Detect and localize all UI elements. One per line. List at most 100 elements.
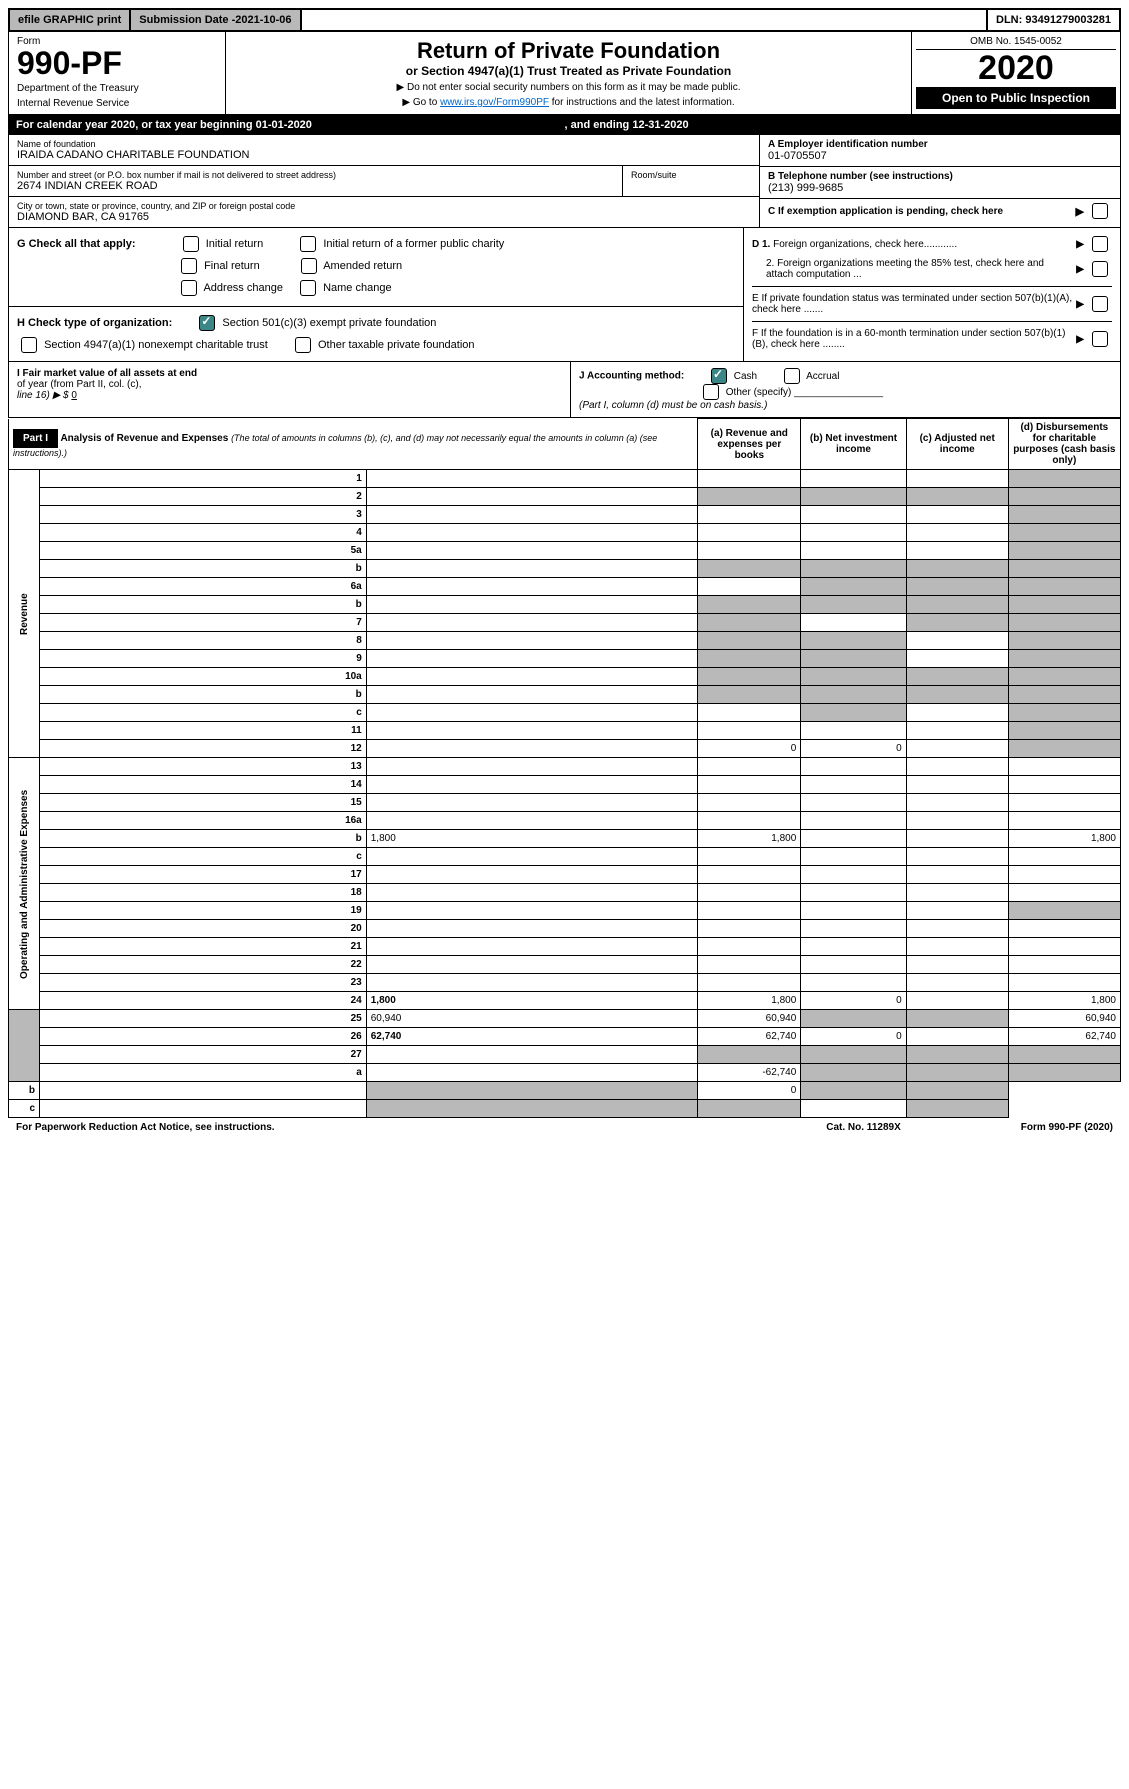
cell-d [1008,974,1120,992]
table-row: Revenue1 [9,470,1121,488]
table-row: Operating and Administrative Expenses13 [9,758,1121,776]
opt-cash: Cash [734,371,757,382]
cell-b [801,686,906,704]
section-g-h: G Check all that apply: Initial return I… [8,228,1121,362]
row-desc [366,902,698,920]
cell-d [1008,794,1120,812]
cell-b [801,596,906,614]
row-desc [366,650,698,668]
row-number: 14 [40,776,367,794]
opt-name-change: Name change [323,282,392,294]
cell-a: 1,800 [698,830,801,848]
cell-c [906,992,1008,1010]
cell-d [906,1100,1008,1118]
row-number: 3 [40,506,367,524]
cell-d [1008,938,1120,956]
row-desc [366,704,698,722]
cell-d [1008,776,1120,794]
chk-cash[interactable] [711,368,727,384]
cell-c [906,866,1008,884]
row-desc: 62,740 [366,1028,698,1046]
chk-name-change[interactable] [300,280,316,296]
room-label: Room/suite [631,170,751,180]
cell-c [906,776,1008,794]
chk-accrual[interactable] [784,368,800,384]
instr-2-pre: ▶ Go to [402,97,440,108]
row-number: 10a [40,668,367,686]
chk-other-method[interactable] [703,384,719,400]
city-value: DIAMOND BAR, CA 91765 [17,211,751,223]
cell-b [801,704,906,722]
row-desc [366,1064,698,1082]
cell-c [906,650,1008,668]
table-row: 3 [9,506,1121,524]
table-row: 11 [9,722,1121,740]
cell-a [698,506,801,524]
row-number: 19 [40,902,367,920]
chk-501c3[interactable] [199,315,215,331]
caly-end: , and ending 12-31-2020 [565,119,1114,131]
row-number: a [40,1064,367,1082]
table-row: 14 [9,776,1121,794]
chk-initial-return[interactable] [183,236,199,252]
row-number: 5a [40,542,367,560]
cell-b [801,920,906,938]
efile-label[interactable]: efile GRAPHIC print [10,10,131,30]
cell-d [1008,884,1120,902]
paperwork-notice: For Paperwork Reduction Act Notice, see … [16,1122,826,1133]
fmv-value: 0 [71,390,177,401]
cell-b [801,884,906,902]
chk-final-return[interactable] [181,258,197,274]
name-label: Name of foundation [17,139,751,149]
chk-f[interactable] [1092,331,1108,347]
expenses-side-label: Operating and Administrative Expenses [9,758,40,1010]
chk-address-change[interactable] [181,280,197,296]
row-number: 6a [40,578,367,596]
cell-a [698,1046,801,1064]
cell-a [698,524,801,542]
irs-link[interactable]: www.irs.gov/Form990PF [440,97,549,108]
cell-a [698,866,801,884]
opt-other-taxable: Other taxable private foundation [318,339,475,351]
row-number: 12 [40,740,367,758]
cell-a [698,956,801,974]
cell-b [801,938,906,956]
row-number: 24 [40,992,367,1010]
tax-year: 2020 [916,50,1116,87]
cell-a [366,1082,698,1100]
cell-d: 62,740 [1008,1028,1120,1046]
table-row: 27 [9,1046,1121,1064]
table-row: 2560,94060,94060,940 [9,1010,1121,1028]
row-desc: 1,800 [366,830,698,848]
cell-c [906,794,1008,812]
cell-c [906,740,1008,758]
chk-e[interactable] [1092,296,1108,312]
cell-c [906,560,1008,578]
form-ref: Form 990-PF (2020) [1021,1122,1113,1133]
cell-c [801,1100,906,1118]
chk-4947a1[interactable] [21,337,37,353]
chk-d1[interactable] [1092,236,1108,252]
cell-a [698,920,801,938]
caly-begin: For calendar year 2020, or tax year begi… [16,119,565,131]
chk-other-taxable[interactable] [295,337,311,353]
cell-a [698,722,801,740]
table-row: 18 [9,884,1121,902]
exemption-checkbox[interactable] [1092,203,1108,219]
row-number: 15 [40,794,367,812]
phone-value: (213) 999-9685 [768,182,1112,194]
chk-d2[interactable] [1092,261,1108,277]
cell-c [906,956,1008,974]
cell-a [698,776,801,794]
chk-amended[interactable] [301,258,317,274]
table-row: b1,8001,8001,800 [9,830,1121,848]
cell-a: -62,740 [698,1064,801,1082]
cell-d [1008,812,1120,830]
cell-a [698,470,801,488]
exemption-pending-label: C If exemption application is pending, c… [768,206,1072,217]
cell-b [801,1010,906,1028]
chk-initial-former[interactable] [300,236,316,252]
table-row: 1200 [9,740,1121,758]
opt-initial-return: Initial return [206,238,263,250]
table-row: c [9,1100,1121,1118]
